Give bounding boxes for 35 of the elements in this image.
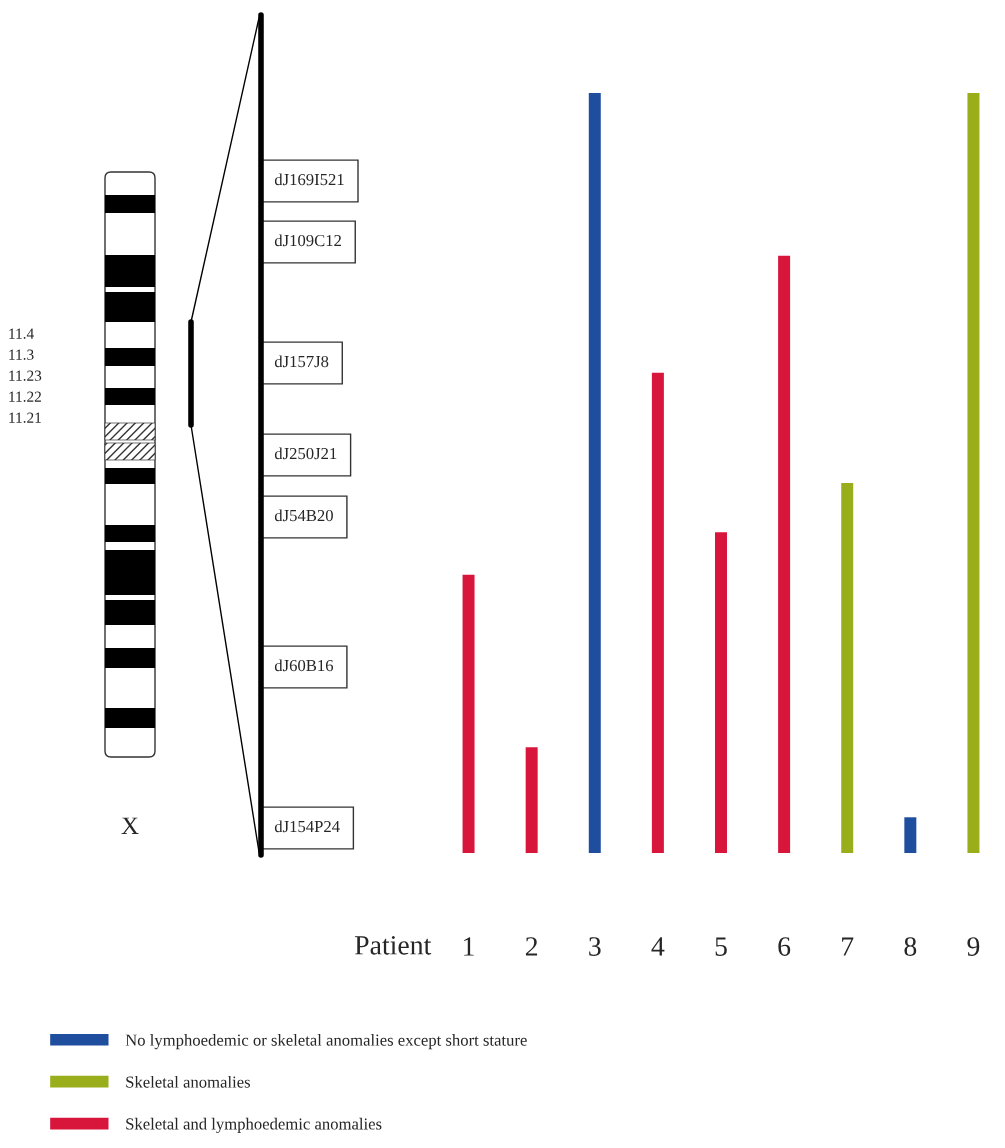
x-tick-label: 4 — [651, 937, 665, 956]
legend-label: Skeletal and lymphoedemic anomalies — [126, 1117, 382, 1133]
legend-label: No lymphoedemic or skeletal anomalies except short stature — [125, 1034, 527, 1050]
text: 11.23 — [9, 370, 42, 381]
x-axis-title: Patient — [354, 935, 432, 955]
text: dJ250J21 — [274, 447, 337, 460]
text: 11.3 — [9, 349, 34, 360]
x-tick-label: 5 — [715, 937, 727, 956]
x-tick-label: 3 — [589, 937, 601, 956]
bar — [462, 574, 475, 853]
text: dJ60B16 — [274, 659, 334, 672]
bar — [715, 532, 727, 853]
x-tick-label: 7 — [842, 937, 854, 956]
text: X — [121, 817, 139, 835]
x-tick-label: 6 — [778, 937, 791, 956]
text: dJ54B20 — [274, 509, 333, 522]
x-tick-label: 9 — [967, 937, 980, 956]
bar — [525, 747, 538, 853]
text: dJ157J8 — [274, 355, 329, 368]
text: dJ109C12 — [274, 234, 341, 247]
text: dJ154P24 — [274, 820, 340, 833]
bar — [904, 817, 917, 853]
bar — [967, 93, 980, 853]
text: dJ169I521 — [274, 173, 344, 186]
bar — [778, 255, 791, 853]
x-tick-label: 8 — [904, 937, 917, 956]
text: 11.22 — [9, 391, 41, 402]
x-tick-label: 1 — [464, 937, 474, 956]
x-tick-label: 2 — [525, 937, 538, 956]
bar — [841, 482, 854, 853]
text: 11.4 — [9, 328, 34, 339]
bar — [651, 372, 664, 853]
bar — [588, 93, 601, 853]
text: 11.21 — [9, 412, 41, 423]
legend-label: Skeletal anomalies — [126, 1075, 250, 1088]
